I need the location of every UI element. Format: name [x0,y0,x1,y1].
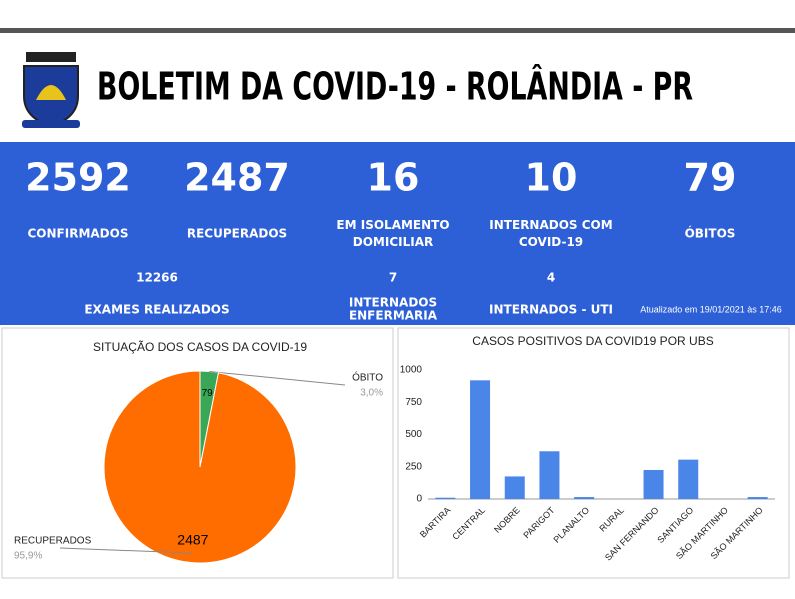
bar [470,380,491,499]
y-tick-label: 500 [405,429,422,440]
bar [539,451,560,499]
stat-value: 4 [547,271,555,285]
bar [747,497,768,499]
bar [574,497,595,499]
stat-value: 2592 [25,156,131,200]
chart-title: CASOS POSITIVOS DA COVID19 POR UBS [472,334,713,348]
slice-percent: 95,9% [14,551,42,562]
stat-label: INTERNADOS COM [489,218,612,232]
page-title: BOLETIM DA COVID-19 - ROLÂNDIA - PR [97,65,693,109]
stat-label: INTERNADOS - UTI [489,303,613,317]
y-tick-label: 1000 [400,365,423,376]
stat-label: DOMICILIAR [353,235,433,249]
stat-value: 16 [367,156,420,200]
slice-value-label: 79 [202,388,214,399]
bar-panel [397,327,790,579]
slice-name: ÓBITO [352,371,383,384]
callout-line [209,370,346,386]
stat-value: 2487 [184,156,290,200]
slice-percent: 3,0% [360,388,383,399]
stat-label: CONFIRMADOS [28,227,129,241]
stat-label: ENFERMARIA [349,309,438,323]
stat-label: EXAMES REALIZADOS [84,303,229,317]
bar [435,497,456,499]
stat-label: RECUPERADOS [187,227,287,241]
y-tick-label: 250 [405,461,422,472]
top-border [0,28,795,33]
stat-label: EM ISOLAMENTO [336,218,449,232]
bar [678,459,699,499]
update-note: Atualizado em 19/01/2021 às 17:46 [640,304,782,314]
slice-name: RECUPERADOS [14,536,92,547]
stat-value: 12266 [136,271,178,285]
bar [643,469,664,499]
stat-label: ÓBITOS [685,226,736,241]
logo [22,52,80,128]
chart-title: SITUAÇÃO DOS CASOS DA COVID-19 [93,340,307,354]
stat-label: INTERNADOS [349,296,437,310]
y-tick-label: 750 [405,397,422,408]
pie-slice [103,370,297,564]
slice-value-label: 2487 [177,531,208,547]
bar [504,476,525,499]
stats-panel [0,142,795,325]
stat-label: COVID-19 [519,235,583,249]
callout-line [59,547,192,554]
stat-value: 7 [389,271,397,285]
stat-value: 10 [525,156,578,200]
stat-value: 79 [684,156,737,200]
y-tick-label: 0 [416,494,422,505]
